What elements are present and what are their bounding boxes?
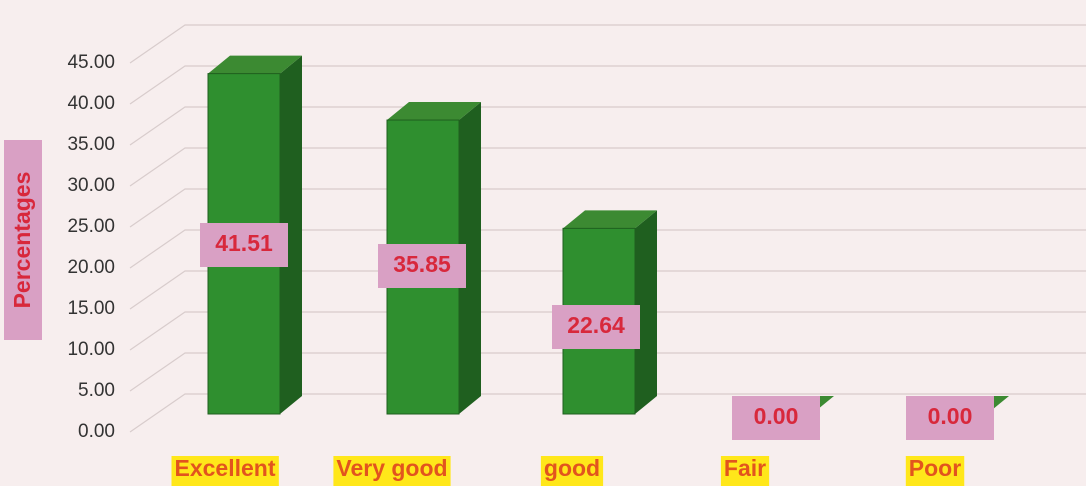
grid-line	[129, 106, 1086, 146]
grid-line	[129, 270, 1086, 310]
value-label: 41.51	[215, 230, 273, 256]
bar-top	[387, 102, 481, 121]
y-tick-label: 20.00	[67, 257, 115, 278]
y-tick-label: 15.00	[67, 298, 115, 319]
grid-line	[129, 393, 1086, 433]
value-label-bg	[906, 396, 994, 440]
y-tick-label: 30.00	[67, 175, 115, 196]
value-label-bg	[732, 396, 820, 440]
x-tick-label-bg	[171, 456, 279, 486]
grid-line	[129, 352, 1086, 392]
x-tick-label-bg	[720, 456, 770, 486]
x-tick-label: Very good	[336, 455, 447, 481]
x-tick-label-bg	[905, 456, 965, 486]
value-label: 0.00	[928, 403, 973, 429]
y-tick-label: 45.00	[67, 52, 115, 73]
bar-side	[635, 210, 657, 414]
y-label-bg	[4, 140, 42, 340]
x-tick-label: Poor	[909, 455, 961, 481]
bar-top	[208, 55, 302, 74]
value-label: 0.00	[754, 403, 799, 429]
value-label: 35.85	[393, 251, 451, 277]
value-label: 22.64	[567, 312, 625, 338]
grid-line	[129, 147, 1086, 187]
y-tick-label: 25.00	[67, 216, 115, 237]
x-tick-label: Fair	[724, 455, 766, 481]
grid-line	[129, 311, 1086, 351]
x-tick-label: good	[544, 455, 600, 481]
y-tick-label: 35.00	[67, 134, 115, 155]
value-label-bg	[552, 305, 640, 349]
x-tick-label-bg	[540, 456, 604, 486]
bar-top	[563, 210, 657, 229]
grid-line	[129, 65, 1086, 105]
value-label-bg	[378, 244, 466, 288]
x-tick-label: Excellent	[175, 455, 276, 481]
y-tick-label: 0.00	[78, 421, 115, 442]
y-tick-label: 10.00	[67, 339, 115, 360]
y-tick-label: 5.00	[78, 380, 115, 401]
x-tick-label-bg	[333, 456, 451, 486]
grid-line	[129, 188, 1086, 228]
bar-side	[459, 102, 481, 414]
value-label-bg	[200, 223, 288, 267]
grid-line	[129, 24, 1086, 64]
y-tick-label: 40.00	[67, 93, 115, 114]
grid-line	[129, 229, 1086, 269]
bar-side	[280, 55, 302, 414]
y-axis-label: Percentages	[9, 172, 35, 309]
